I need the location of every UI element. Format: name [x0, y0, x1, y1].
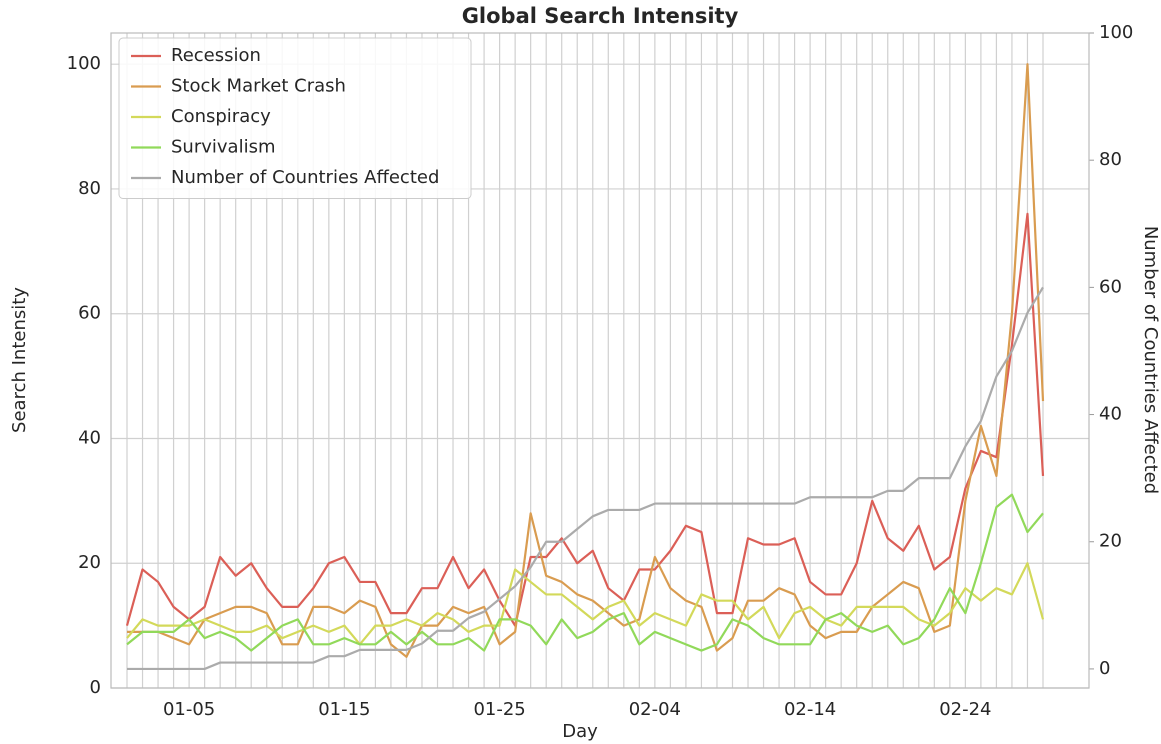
y-axis-label: Search Intensity — [9, 287, 30, 433]
y-tick-label: 40 — [78, 427, 101, 448]
series-line — [127, 63, 1045, 658]
y-tick-label: 60 — [78, 303, 101, 324]
y-tick-label: 0 — [90, 677, 101, 698]
legend-box — [118, 37, 472, 199]
legend-label: Number of Countries Affected — [171, 167, 439, 188]
y2-tick-label: 0 — [1099, 658, 1110, 679]
series-line — [126, 562, 1045, 646]
y2-tick-label: 40 — [1099, 404, 1122, 425]
chart-title: Global Search Intensity — [462, 4, 739, 28]
legend-label: Stock Market Crash — [171, 76, 346, 97]
x-tick-label: 02-04 — [629, 699, 681, 720]
legend-label: Survivalism — [171, 137, 275, 158]
plot-frame — [110, 32, 1090, 689]
x-tick-label: 02-14 — [784, 699, 836, 720]
y-tick-label: 20 — [78, 552, 101, 573]
x-tick-label: 02-24 — [939, 699, 991, 720]
series-line — [127, 286, 1044, 671]
series-line — [126, 493, 1044, 652]
x-tick-label: 01-15 — [318, 699, 370, 720]
y-tick-label: 100 — [67, 53, 101, 74]
x-axis-label: Day — [562, 721, 598, 742]
y2-tick-label: 100 — [1099, 22, 1133, 43]
y-tick-label: 80 — [78, 178, 101, 199]
legend-label: Conspiracy — [171, 106, 271, 127]
y2-axis-label: Number of Countries Affected — [1140, 226, 1161, 494]
x-tick-label: 01-25 — [473, 699, 525, 720]
legend-label: Recession — [171, 45, 261, 66]
y2-tick-label: 60 — [1099, 276, 1122, 297]
y2-tick-label: 80 — [1099, 149, 1122, 170]
x-tick-label: 01-05 — [163, 699, 215, 720]
series-line — [125, 212, 1045, 627]
y2-tick-label: 20 — [1099, 531, 1122, 552]
